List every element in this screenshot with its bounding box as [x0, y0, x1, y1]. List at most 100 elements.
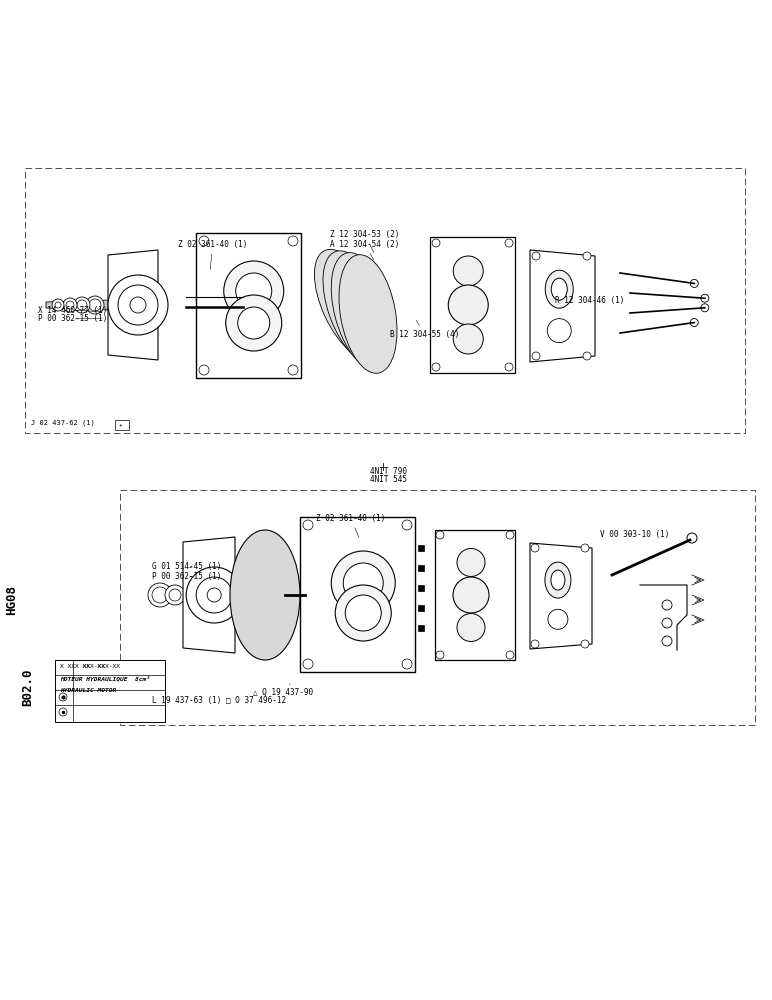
Bar	[418, 565, 424, 571]
Circle shape	[402, 520, 412, 530]
Text: V 00 303-10 (1): V 00 303-10 (1)	[600, 530, 669, 538]
Text: Z 02 361-40 (1): Z 02 361-40 (1)	[316, 514, 385, 537]
Circle shape	[662, 636, 672, 646]
Circle shape	[148, 583, 172, 607]
Bar	[418, 545, 424, 551]
Bar	[435, 530, 515, 660]
Polygon shape	[108, 250, 158, 360]
Circle shape	[108, 275, 168, 335]
Circle shape	[169, 589, 181, 601]
Polygon shape	[183, 537, 235, 653]
Circle shape	[186, 567, 242, 623]
Circle shape	[344, 563, 383, 603]
Circle shape	[86, 296, 104, 314]
Circle shape	[432, 239, 440, 247]
Text: 4NIT 545: 4NIT 545	[370, 476, 407, 485]
Ellipse shape	[314, 249, 385, 361]
Circle shape	[165, 585, 185, 605]
Bar	[25, 168, 745, 433]
Circle shape	[74, 297, 90, 313]
Circle shape	[453, 577, 489, 613]
Circle shape	[583, 352, 591, 360]
Circle shape	[457, 613, 485, 642]
Polygon shape	[530, 543, 592, 649]
Circle shape	[532, 352, 540, 360]
Circle shape	[224, 261, 284, 321]
Bar	[430, 237, 515, 373]
Circle shape	[152, 587, 168, 603]
Ellipse shape	[551, 570, 565, 590]
Bar	[418, 625, 424, 631]
Text: X 14 460-77 (1): X 14 460-77 (1)	[38, 306, 107, 314]
Bar	[300, 517, 415, 672]
Bar	[120, 490, 755, 725]
Ellipse shape	[551, 278, 567, 300]
Circle shape	[453, 256, 483, 286]
Ellipse shape	[323, 251, 389, 365]
Circle shape	[303, 520, 313, 530]
Circle shape	[63, 298, 77, 312]
Circle shape	[303, 659, 313, 669]
Circle shape	[701, 294, 709, 302]
Circle shape	[690, 319, 698, 327]
Circle shape	[59, 708, 67, 716]
Circle shape	[436, 651, 444, 659]
Circle shape	[196, 577, 232, 613]
Circle shape	[505, 239, 513, 247]
Circle shape	[581, 640, 589, 648]
Circle shape	[52, 299, 64, 311]
Circle shape	[235, 273, 272, 309]
Bar	[418, 605, 424, 611]
Circle shape	[662, 618, 672, 628]
Circle shape	[77, 300, 87, 310]
Text: +: +	[119, 422, 123, 428]
Text: △ Q 19 437-90: △ Q 19 437-90	[253, 684, 313, 696]
Circle shape	[453, 324, 483, 354]
Circle shape	[701, 304, 709, 312]
Circle shape	[238, 307, 269, 339]
Text: R 12 304-46 (1): R 12 304-46 (1)	[555, 296, 625, 304]
Circle shape	[532, 252, 540, 260]
Circle shape	[505, 363, 513, 371]
Circle shape	[130, 297, 146, 313]
Text: G 01 514-45 (1): G 01 514-45 (1)	[152, 562, 222, 572]
Text: L 19 437-63 (1) □ O 37 496-12: L 19 437-63 (1) □ O 37 496-12	[152, 696, 286, 704]
Circle shape	[531, 640, 539, 648]
Text: X XX  XXX-XX: X XX XXX-XX	[75, 664, 120, 670]
Polygon shape	[46, 300, 110, 310]
Circle shape	[690, 279, 698, 287]
Bar	[115, 420, 129, 430]
Circle shape	[449, 285, 488, 325]
Ellipse shape	[230, 530, 300, 660]
Circle shape	[506, 531, 514, 539]
Text: Z 12 304-53 (2): Z 12 304-53 (2)	[330, 230, 399, 253]
Circle shape	[55, 302, 61, 308]
Circle shape	[548, 609, 568, 629]
Circle shape	[581, 544, 589, 552]
Circle shape	[199, 365, 209, 375]
Circle shape	[662, 600, 672, 610]
Ellipse shape	[339, 255, 397, 373]
Text: HYDRAULIC MOTOR: HYDRAULIC MOTOR	[60, 688, 117, 692]
Text: B02.0: B02.0	[22, 669, 35, 706]
Circle shape	[118, 285, 158, 325]
Circle shape	[66, 301, 74, 309]
Circle shape	[436, 531, 444, 539]
Bar	[55, 660, 165, 722]
Circle shape	[89, 299, 101, 311]
Polygon shape	[530, 250, 595, 362]
Circle shape	[199, 236, 209, 246]
Circle shape	[345, 595, 381, 631]
Text: HG08: HG08	[5, 585, 19, 615]
Circle shape	[457, 548, 485, 576]
Circle shape	[583, 252, 591, 260]
Bar	[196, 233, 301, 378]
Ellipse shape	[545, 562, 571, 598]
Circle shape	[402, 659, 412, 669]
Circle shape	[687, 533, 697, 543]
Circle shape	[506, 651, 514, 659]
Text: P 00 362-15 (1): P 00 362-15 (1)	[152, 572, 222, 582]
Circle shape	[225, 295, 282, 351]
Ellipse shape	[545, 270, 574, 308]
Text: J 02 437-62 (1): J 02 437-62 (1)	[31, 420, 95, 426]
